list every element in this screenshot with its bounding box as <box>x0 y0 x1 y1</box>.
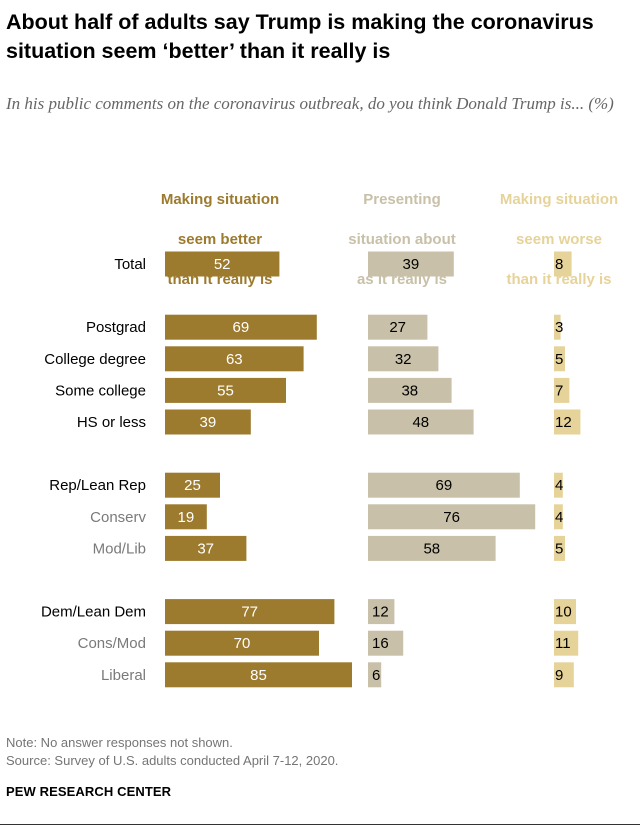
bar-about <box>368 630 404 656</box>
bar-about <box>368 599 395 625</box>
value-label-better: 25 <box>184 477 201 494</box>
value-label-worse: 5 <box>555 351 563 368</box>
bar-better <box>165 535 247 561</box>
bar-better <box>165 346 304 372</box>
value-label-better: 55 <box>217 382 234 399</box>
chart-subtitle: In his public comments on the coronaviru… <box>6 94 614 113</box>
value-label-about: 6 <box>372 667 380 684</box>
value-label-worse: 4 <box>555 509 563 526</box>
bar-about <box>368 251 454 277</box>
value-label-about: 58 <box>423 540 440 557</box>
bar-better <box>165 662 352 688</box>
series-header-worse-line: Making situation <box>499 191 619 208</box>
value-label-worse: 9 <box>555 667 563 684</box>
value-label-worse: 7 <box>555 382 563 399</box>
row-label: Conserv <box>90 509 146 526</box>
bottom-rule <box>0 824 640 825</box>
series-header-about-line: situation about <box>348 231 456 248</box>
bar-about <box>368 409 474 435</box>
bar-worse <box>554 504 563 530</box>
note-text: Note: No answer responses not shown. <box>6 735 233 750</box>
value-label-worse: 8 <box>555 256 563 273</box>
value-label-about: 16 <box>372 635 389 652</box>
row-label: HS or less <box>77 414 146 431</box>
value-label-about: 38 <box>401 382 418 399</box>
row-label: Postgrad <box>86 319 146 336</box>
row-label: Some college <box>55 382 146 399</box>
value-label-better: 70 <box>234 635 251 652</box>
value-label-better: 85 <box>250 667 267 684</box>
bar-better <box>165 504 207 530</box>
bar-better <box>165 409 251 435</box>
bar-better <box>165 314 317 340</box>
row-label: Liberal <box>101 667 146 684</box>
bar-about <box>368 314 428 340</box>
value-label-about: 48 <box>412 414 429 431</box>
value-label-about: 69 <box>436 477 453 494</box>
bar-about <box>368 377 452 403</box>
source-text: Source: Survey of U.S. adults conducted … <box>6 753 339 768</box>
bar-worse <box>554 346 565 372</box>
value-label-worse: 4 <box>555 477 563 494</box>
bar-better <box>165 377 286 403</box>
series-header-about-line: Presenting <box>363 191 441 208</box>
value-label-about: 32 <box>395 351 412 368</box>
value-label-about: 27 <box>389 319 406 336</box>
bar-worse <box>554 251 572 277</box>
bar-worse <box>554 599 576 625</box>
value-label-worse: 11 <box>555 635 571 652</box>
row-label: Total <box>114 256 146 273</box>
value-label-better: 52 <box>214 256 231 273</box>
value-label-worse: 10 <box>555 604 572 621</box>
row-label: Dem/Lean Dem <box>41 604 146 621</box>
bar-worse <box>554 535 565 561</box>
bar-about <box>368 535 496 561</box>
value-label-about: 76 <box>443 509 460 526</box>
bar-worse <box>554 314 561 340</box>
value-label-better: 69 <box>233 319 250 336</box>
series-header-better: Making situation seem better than it rea… <box>130 170 310 310</box>
value-label-better: 37 <box>197 540 214 557</box>
value-label-better: 63 <box>226 351 243 368</box>
value-label-better: 19 <box>178 509 195 526</box>
row-label: Rep/Lean Rep <box>49 477 146 494</box>
bar-about <box>368 472 520 498</box>
row-label: Cons/Mod <box>78 635 146 652</box>
value-label-worse: 3 <box>555 319 563 336</box>
value-label-worse: 5 <box>555 540 563 557</box>
value-label-better: 77 <box>241 604 258 621</box>
bar-about <box>368 662 382 688</box>
value-label-better: 39 <box>200 414 217 431</box>
bar-worse <box>554 662 574 688</box>
chart-title: About half of adults say Trump is making… <box>6 10 594 63</box>
bar-better <box>165 472 220 498</box>
bar-worse <box>554 630 579 656</box>
bar-worse <box>554 377 570 403</box>
bar-better <box>165 599 335 625</box>
bar-about <box>368 504 536 530</box>
bar-worse <box>554 472 563 498</box>
pew-logo-text: PEW RESEARCH CENTER <box>6 784 172 799</box>
series-header-better-line: Making situation <box>160 191 280 208</box>
value-label-worse: 12 <box>555 414 572 431</box>
bar-worse <box>554 409 581 435</box>
series-header-worse-line: seem worse <box>516 231 602 248</box>
value-label-about: 12 <box>372 604 389 621</box>
bar-better <box>165 251 280 277</box>
series-header-worse: Making situation seem worse than it real… <box>484 170 634 310</box>
bar-about <box>368 346 439 372</box>
value-label-about: 39 <box>403 256 420 273</box>
row-label: Mod/Lib <box>93 540 146 557</box>
row-label: College degree <box>44 351 146 368</box>
bar-better <box>165 630 319 656</box>
series-header-better-line: seem better <box>177 231 263 248</box>
